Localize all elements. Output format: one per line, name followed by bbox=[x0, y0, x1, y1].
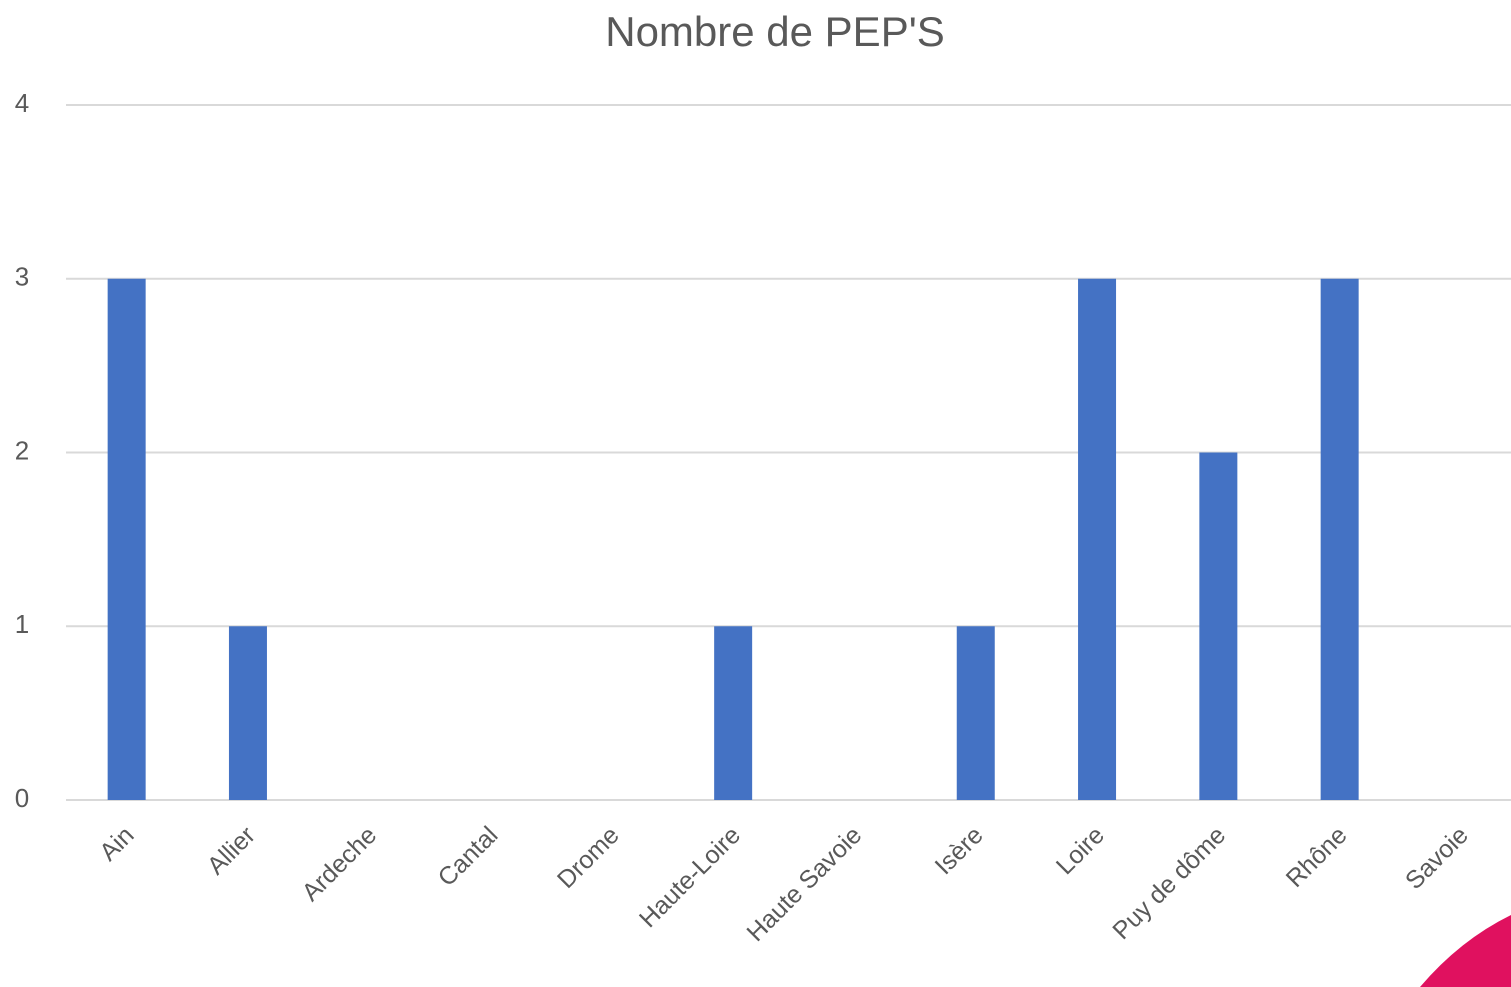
bar bbox=[1199, 452, 1238, 800]
chart-title: Nombre de PEP'S bbox=[605, 8, 945, 55]
x-tick-label: Puy de dôme bbox=[1107, 821, 1231, 945]
bar bbox=[956, 626, 995, 800]
y-tick-label: 3 bbox=[15, 262, 29, 292]
x-tick-label: Haute Savoie bbox=[741, 821, 867, 947]
x-tick-label: Ardeche bbox=[297, 821, 383, 907]
x-tick-label: Ain bbox=[94, 821, 139, 866]
x-tick-label: Rhône bbox=[1281, 821, 1353, 893]
y-tick-label: 1 bbox=[15, 609, 29, 639]
y-tick-label: 4 bbox=[15, 88, 29, 118]
x-tick-label: Cantal bbox=[433, 821, 504, 892]
bar bbox=[714, 626, 753, 800]
x-tick-label: Loire bbox=[1051, 821, 1110, 880]
bar bbox=[107, 278, 146, 800]
x-tick-label: Haute-Loire bbox=[634, 821, 746, 933]
x-tick-label: Allier bbox=[202, 821, 261, 880]
x-tick-label: Isère bbox=[930, 821, 989, 880]
bar bbox=[1078, 278, 1117, 800]
y-tick-label: 2 bbox=[15, 435, 29, 465]
bar bbox=[1320, 278, 1359, 800]
x-tick-label: Savoie bbox=[1400, 821, 1474, 895]
decoration bbox=[1420, 915, 1511, 987]
bar bbox=[228, 626, 267, 800]
x-tick-label: Drome bbox=[552, 821, 625, 894]
y-tick-label: 0 bbox=[15, 783, 29, 813]
